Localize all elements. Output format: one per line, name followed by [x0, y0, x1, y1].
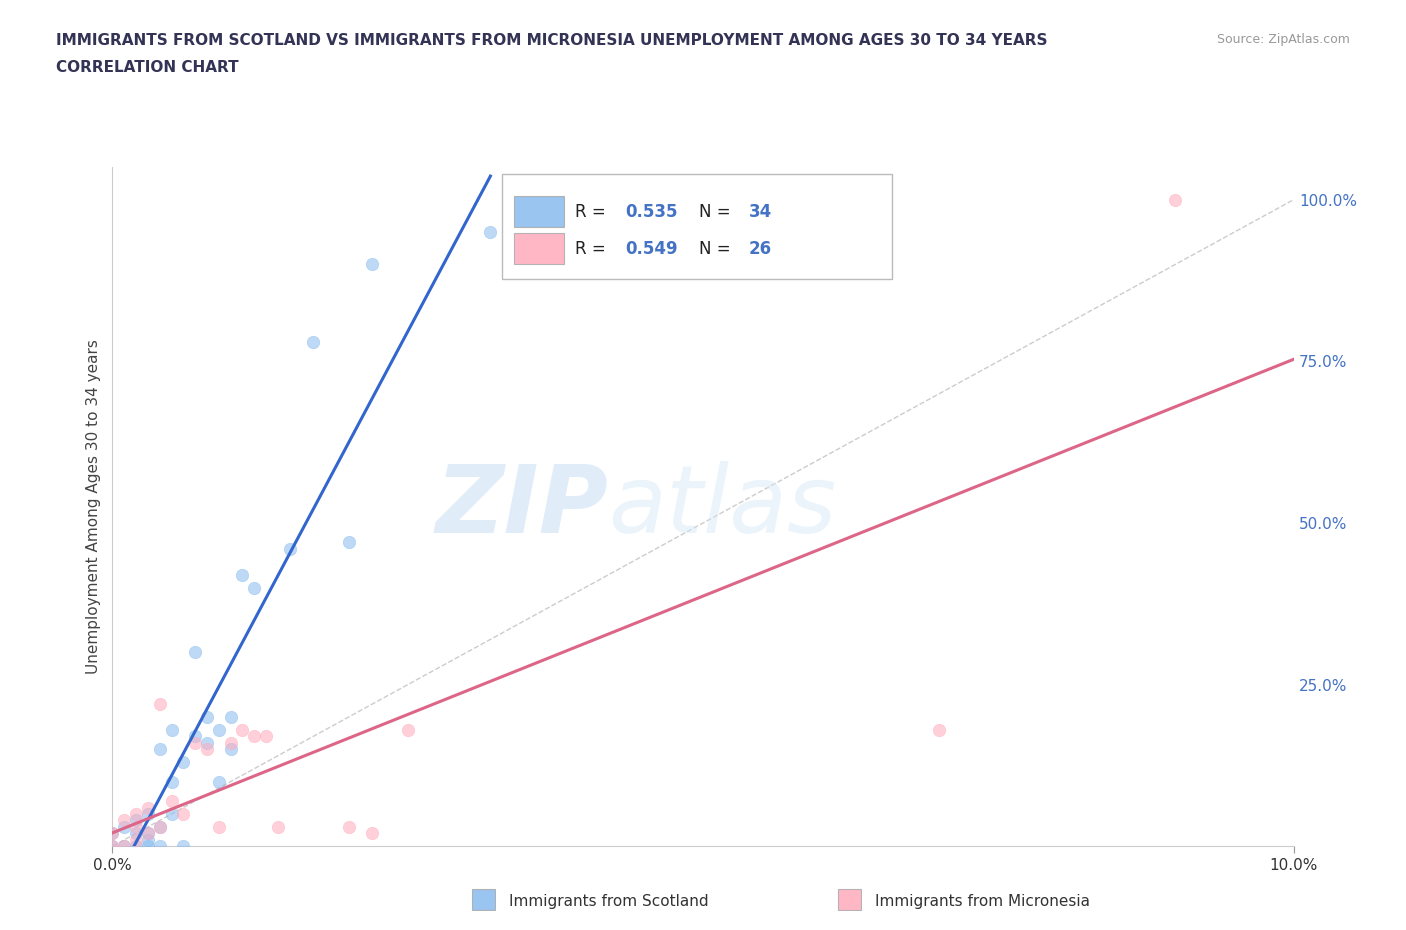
Point [136, 826, 159, 841]
Point [160, 723, 183, 737]
FancyBboxPatch shape [515, 196, 564, 227]
Point [208, 774, 231, 789]
Point [101, 839, 124, 854]
Point [361, 257, 384, 272]
Point [101, 826, 124, 841]
Point [172, 806, 194, 821]
Text: CORRELATION CHART: CORRELATION CHART [56, 60, 239, 75]
Point [479, 225, 502, 240]
Point [149, 742, 172, 757]
Point [125, 806, 148, 821]
Point [149, 819, 172, 834]
Point [160, 774, 183, 789]
Point [112, 839, 135, 854]
FancyBboxPatch shape [515, 233, 564, 264]
Point [219, 736, 242, 751]
Point [172, 755, 194, 770]
Text: 0.535: 0.535 [626, 203, 678, 220]
Text: N =: N = [699, 240, 737, 258]
Text: IMMIGRANTS FROM SCOTLAND VS IMMIGRANTS FROM MICRONESIA UNEMPLOYMENT AMONG AGES 3: IMMIGRANTS FROM SCOTLAND VS IMMIGRANTS F… [56, 33, 1047, 47]
Point [112, 813, 135, 828]
Point [184, 729, 207, 744]
Y-axis label: Unemployment Among Ages 30 to 34 years: Unemployment Among Ages 30 to 34 years [86, 339, 101, 674]
Point [302, 335, 325, 350]
Point [254, 729, 277, 744]
Point [184, 736, 207, 751]
Point [112, 819, 135, 834]
Point [361, 826, 384, 841]
Point [125, 819, 148, 834]
Point [219, 710, 242, 724]
Point [125, 839, 148, 854]
Text: Source: ZipAtlas.com: Source: ZipAtlas.com [1216, 33, 1350, 46]
Point [231, 567, 253, 582]
Point [337, 535, 360, 550]
Point [172, 839, 194, 854]
Point [337, 819, 360, 834]
Point [208, 723, 231, 737]
Point [149, 839, 172, 854]
Point [928, 723, 950, 737]
Point [101, 826, 124, 841]
Text: 0.549: 0.549 [626, 240, 678, 258]
Point [136, 826, 159, 841]
Point [1164, 193, 1187, 207]
Point [195, 736, 218, 751]
Point [136, 832, 159, 847]
Point [125, 826, 148, 841]
Point [243, 729, 266, 744]
Point [101, 839, 124, 854]
Text: 26: 26 [749, 240, 772, 258]
Point [136, 839, 159, 854]
Point [125, 813, 148, 828]
Point [231, 723, 253, 737]
Point [267, 819, 290, 834]
Point [149, 819, 172, 834]
Point [136, 800, 159, 815]
Text: N =: N = [699, 203, 737, 220]
Point [184, 644, 207, 659]
FancyBboxPatch shape [502, 174, 891, 279]
Point [125, 832, 148, 847]
Text: 34: 34 [749, 203, 772, 220]
Point [219, 742, 242, 757]
Point [160, 806, 183, 821]
Point [278, 541, 301, 556]
Text: atlas: atlas [609, 461, 837, 552]
Text: Immigrants from Micronesia: Immigrants from Micronesia [875, 894, 1090, 909]
Point [149, 697, 172, 711]
Point [243, 580, 266, 595]
Text: R =: R = [575, 240, 612, 258]
Point [396, 723, 419, 737]
Point [195, 742, 218, 757]
Text: ZIP: ZIP [436, 461, 609, 552]
Point [160, 793, 183, 808]
Point [112, 839, 135, 854]
Text: Immigrants from Scotland: Immigrants from Scotland [509, 894, 709, 909]
Point [208, 819, 231, 834]
Point [195, 710, 218, 724]
Point [136, 806, 159, 821]
Text: R =: R = [575, 203, 612, 220]
